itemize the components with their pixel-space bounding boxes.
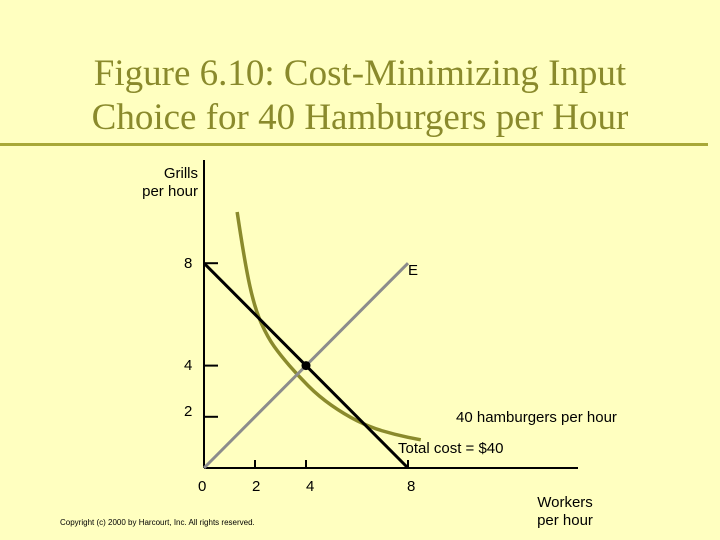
x-tick-label-4: 4 — [306, 478, 315, 495]
y-tick-label-4: 4 — [184, 357, 193, 374]
title-divider — [0, 143, 708, 146]
x-tick-label-2: 2 — [252, 478, 261, 495]
isocost-label: Total cost = $40 — [398, 440, 504, 457]
copyright-notice: Copyright (c) 2000 by Harcourt, Inc. All… — [60, 518, 255, 527]
isoquant-curve — [235, 211, 422, 442]
x-tick-label-8: 8 — [407, 478, 416, 495]
y-tick-label-2: 2 — [184, 403, 193, 420]
slide-title: Figure 6.10: Cost-Minimizing Input Choic… — [0, 52, 720, 140]
y-tick-label-8: 8 — [184, 255, 193, 272]
expansion-path-label: E — [408, 262, 419, 279]
x-axis-label-line-2: per hour — [537, 512, 593, 529]
x-axis-label-line-1: Workers — [537, 494, 593, 511]
equilibrium-point — [301, 361, 311, 371]
isoquant-label: 40 hamburgers per hour — [456, 409, 617, 426]
title-line-1: Figure 6.10: Cost-Minimizing Input — [93, 53, 627, 94]
title-line-2: Choice for 40 Hamburgers per Hour — [91, 97, 629, 138]
y-axis-label-line-2: per hour — [142, 183, 198, 200]
y-axis-label: Grills per hour — [130, 165, 198, 201]
y-axis-label-line-1: Grills — [163, 165, 198, 182]
origin-label: 0 — [198, 478, 207, 495]
x-axis-label: Workers per hour — [528, 494, 602, 530]
chart-marks — [202, 160, 578, 470]
